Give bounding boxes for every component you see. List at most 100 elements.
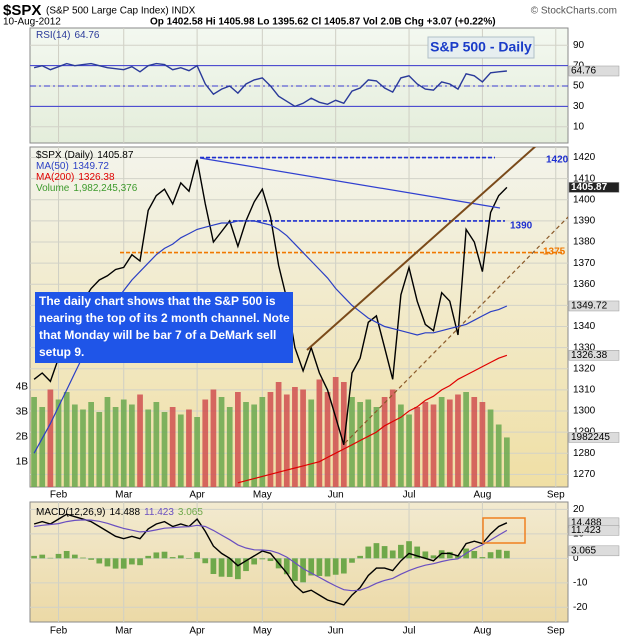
y-tick-label: 1340 xyxy=(573,321,596,332)
y-tick-label: 1380 xyxy=(573,237,596,248)
y-tick-label: 30 xyxy=(573,101,585,112)
histogram-bar xyxy=(373,543,380,559)
histogram-bar xyxy=(104,558,111,567)
volume-bar xyxy=(88,402,94,487)
histogram-bar xyxy=(479,557,486,559)
histogram-bar xyxy=(406,541,412,559)
histogram-bar xyxy=(145,555,152,559)
x-tick-label: Apr xyxy=(189,490,205,501)
volume-bar xyxy=(145,409,152,487)
overlay: S&P 500 - Daily The daily chart shows th… xyxy=(35,36,569,544)
y2-tick-label: 4B xyxy=(16,382,29,393)
volume-bar xyxy=(177,414,184,487)
histogram-bar xyxy=(455,555,461,559)
highlight-box xyxy=(482,517,526,544)
volume-bar xyxy=(71,404,78,487)
volume-bar xyxy=(430,404,437,487)
annotation-box xyxy=(427,36,535,59)
histogram-bar xyxy=(39,554,46,559)
x-tick-label: Mar xyxy=(115,490,133,501)
value-box-label: 14.488 xyxy=(571,517,602,528)
legend-name: MA(200) xyxy=(36,172,74,183)
legend-entry: MA(200) 1326.38 xyxy=(36,172,115,183)
volume-bar xyxy=(349,397,355,487)
resistance-line xyxy=(199,157,501,209)
histogram-bar xyxy=(292,558,298,581)
volume-bar xyxy=(210,389,217,487)
volume-bar xyxy=(267,392,274,487)
legend-value: 1349.72 xyxy=(73,161,110,172)
note-box xyxy=(35,292,293,363)
legend-name: RSI(14) xyxy=(36,30,70,41)
volume-bar xyxy=(471,397,478,487)
volume-bar xyxy=(63,392,70,487)
volume-bar xyxy=(365,399,372,487)
volume-bar xyxy=(389,389,396,487)
x-tick-label: Jun xyxy=(328,490,344,501)
legend-name: Volume xyxy=(36,183,70,194)
value-box xyxy=(568,300,620,312)
y-tick-label: 10 xyxy=(573,121,585,132)
histogram-bar xyxy=(504,550,510,559)
x-tick-label: Jul xyxy=(403,626,416,637)
y-tick-label: 1330 xyxy=(573,342,596,353)
volume-bar xyxy=(283,394,290,487)
series-line xyxy=(237,354,508,484)
legend-entry: RSI(14) 64.76 xyxy=(36,30,100,41)
legend-value: 1326.38 xyxy=(78,172,115,183)
y2-tick-label: 1B xyxy=(16,457,29,468)
note-line: nearing the top of its 2 month channel. … xyxy=(39,311,290,325)
x-tick-label: Feb xyxy=(50,490,68,501)
volume-bar xyxy=(308,399,315,487)
legend-entry: MA(50) 1349.72 xyxy=(36,161,109,172)
histogram-bar xyxy=(316,558,323,576)
value-box-label: 11.423 xyxy=(571,525,601,536)
histogram-bar xyxy=(495,549,502,559)
histogram-bar xyxy=(324,558,331,577)
volume-bar xyxy=(31,397,37,487)
histogram-bar xyxy=(422,551,429,559)
histogram-bar xyxy=(471,550,478,559)
histogram-bar xyxy=(487,552,494,559)
volume-bar xyxy=(243,402,249,487)
volume-bar xyxy=(55,399,62,487)
series-line xyxy=(33,159,508,445)
histogram-bar xyxy=(300,558,306,583)
channel-bottom xyxy=(344,216,568,444)
volume-bar xyxy=(414,407,421,487)
volume-bar xyxy=(479,402,486,487)
histogram-bar xyxy=(120,558,127,569)
legend-value: 64.76 xyxy=(74,30,99,41)
y-tick-label: 20 xyxy=(573,504,585,515)
legend-value: 3.065 xyxy=(178,507,203,518)
volume-bar xyxy=(438,397,445,487)
trend-lines xyxy=(199,147,568,444)
volume-bar xyxy=(194,417,200,487)
value-box-label: 1349.72 xyxy=(571,301,608,312)
volume-bar xyxy=(373,407,380,487)
x-tick-label: Mar xyxy=(115,626,133,637)
volume-bar xyxy=(226,407,233,487)
y2-tick-label: 3B xyxy=(16,407,29,418)
histogram-bar xyxy=(177,555,184,559)
histogram-bar xyxy=(243,558,249,572)
histogram-bar xyxy=(283,558,290,575)
volume-bar xyxy=(504,437,510,487)
value-box-label: 1326.38 xyxy=(571,350,608,361)
histogram-bar xyxy=(31,555,37,559)
volume-bar xyxy=(487,409,494,487)
histogram-bar xyxy=(210,558,217,574)
histogram-bar xyxy=(47,557,54,559)
volume-bar xyxy=(455,394,461,487)
histogram-bar xyxy=(153,552,160,559)
histogram-bar xyxy=(349,558,355,563)
source: © StockCharts.com xyxy=(531,6,617,17)
panel-plot xyxy=(30,502,568,622)
histogram-bar xyxy=(63,550,70,559)
y-tick-label: 90 xyxy=(573,40,585,51)
y-tick-label: -20 xyxy=(573,602,588,613)
annotation: S&P 500 - Daily xyxy=(430,39,532,55)
volume-bar xyxy=(300,389,306,487)
value-box xyxy=(568,350,620,361)
